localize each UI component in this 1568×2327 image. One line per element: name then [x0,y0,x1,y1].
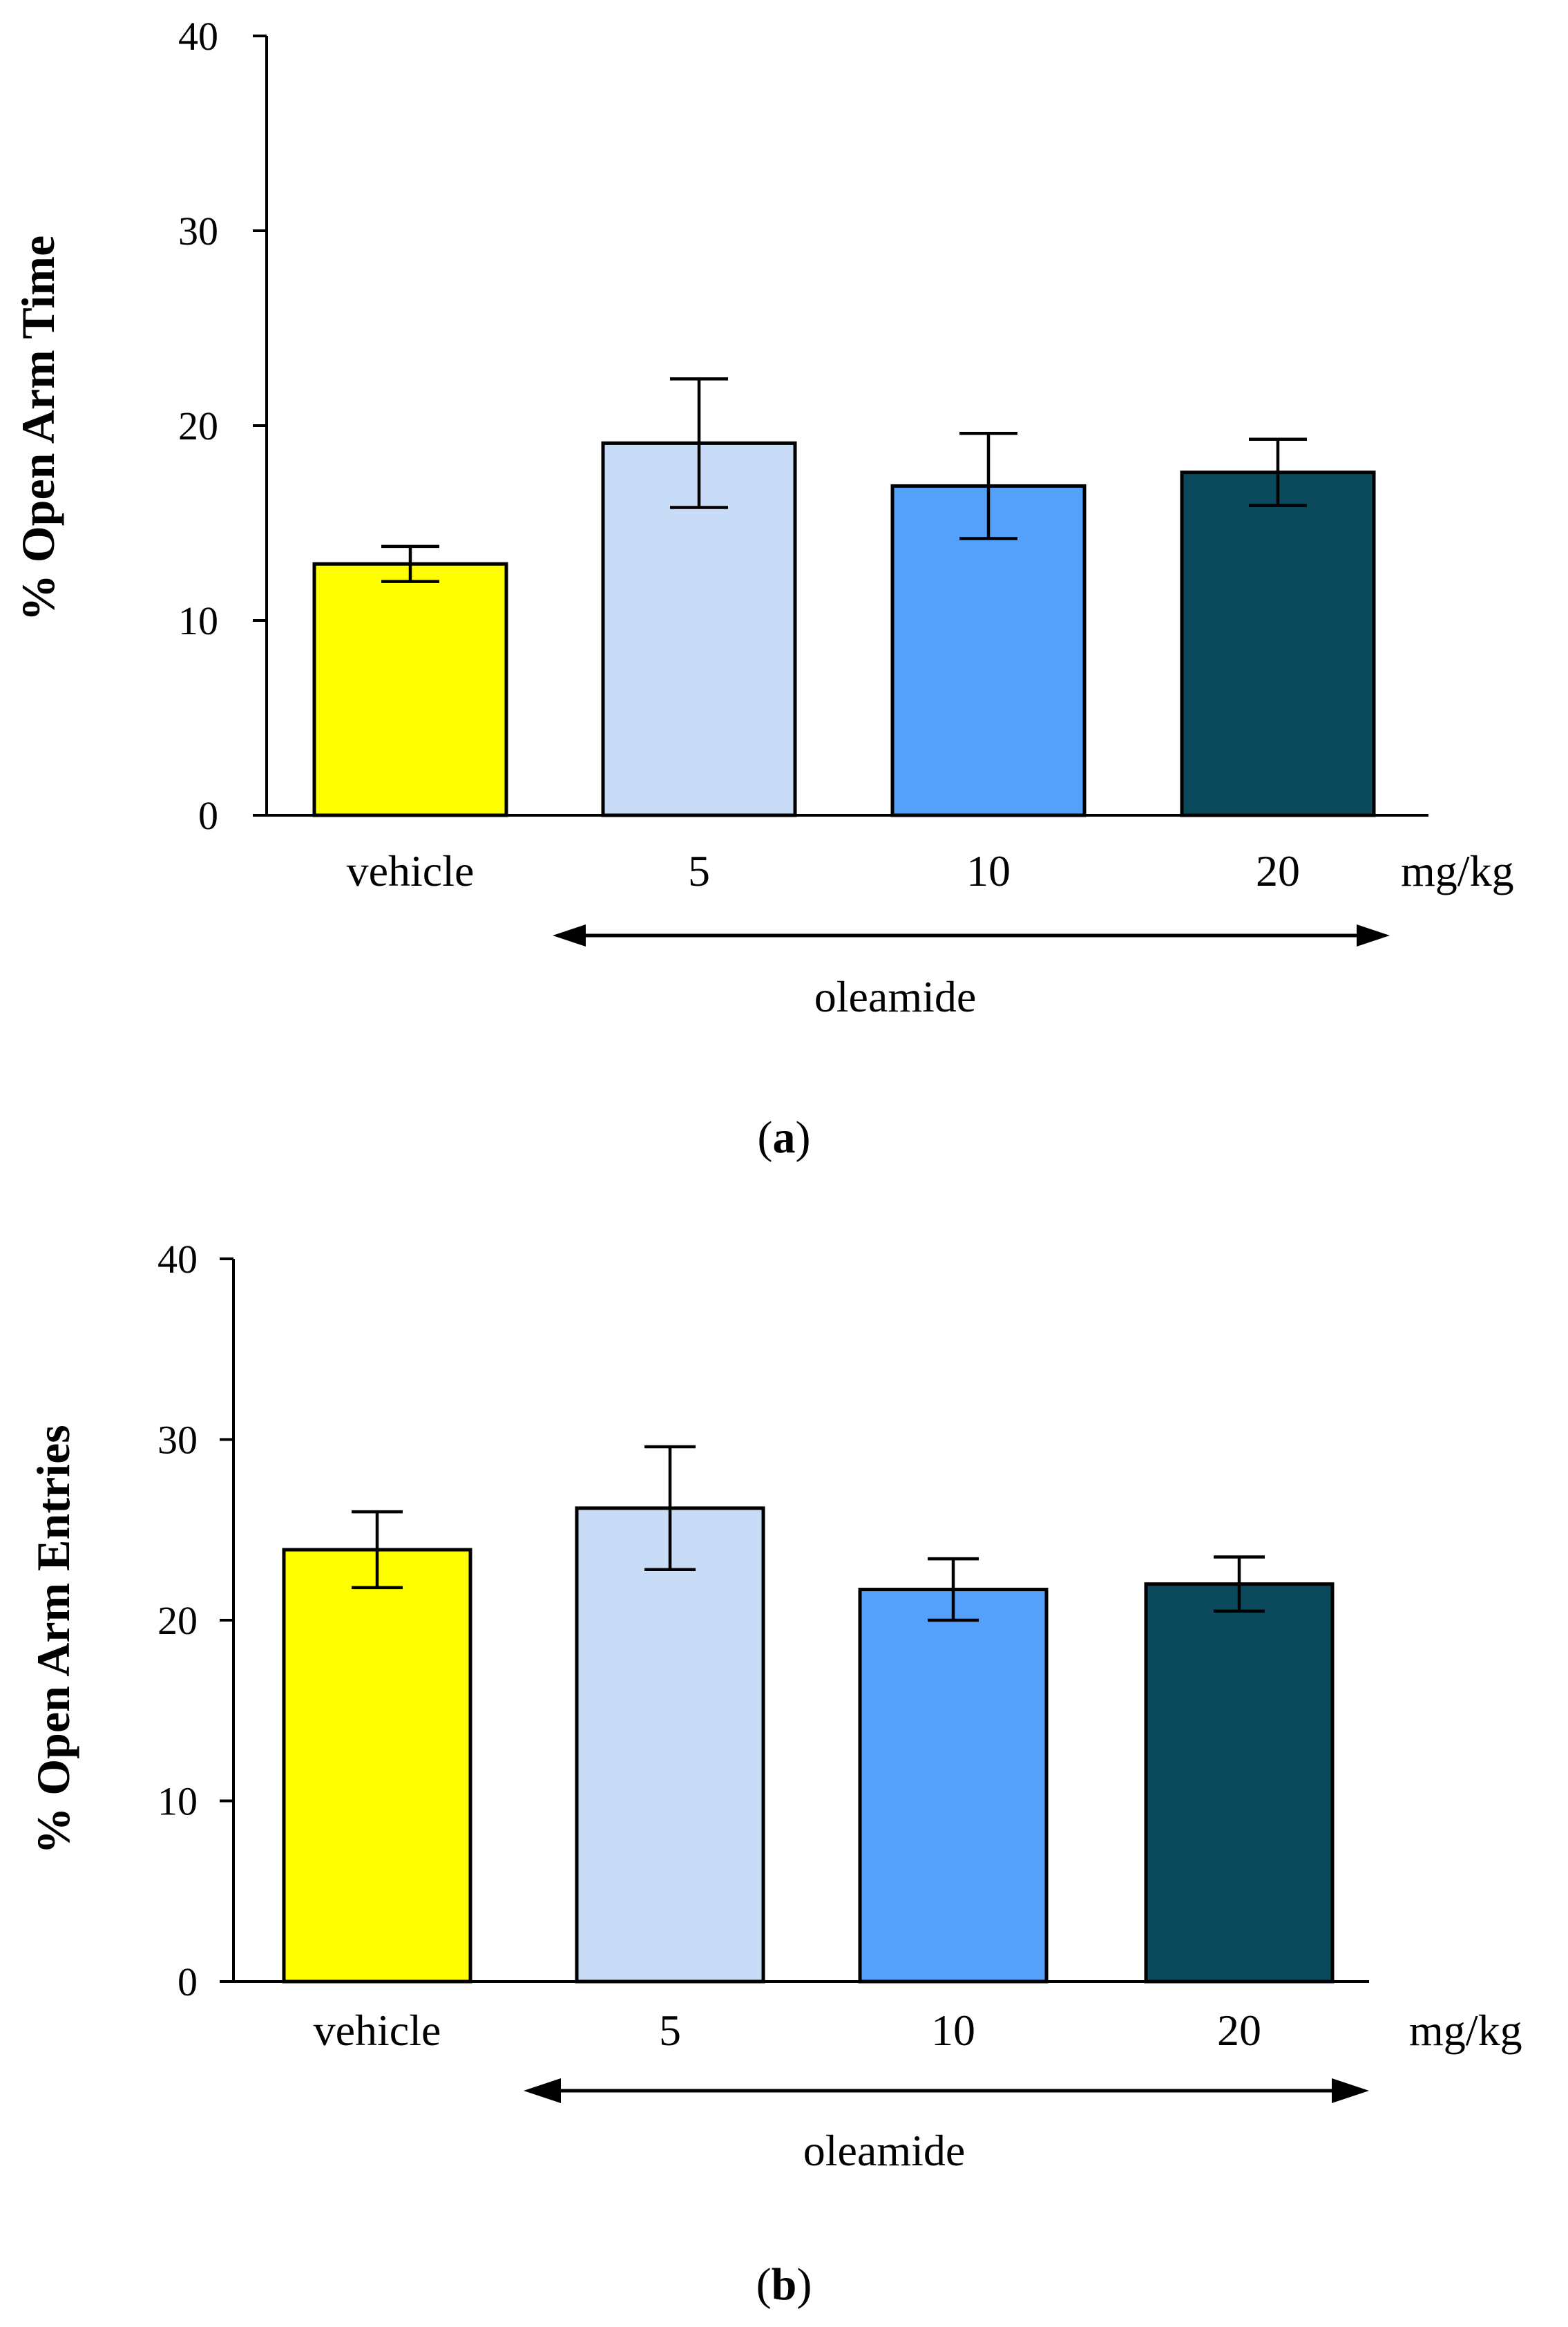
panel-b-bar-10 [858,1588,1049,1984]
panel-b-y-tick-label-40: 40 [157,1237,198,1282]
panel-b-arrow-left-head [524,2078,561,2103]
panel-b-error-bar-vehicle [352,1510,403,1590]
panel-b-y-axis-title: % Open Arm Entries [27,1425,79,1854]
panel-a-y-tick-label-20: 20 [178,403,218,448]
panel-a-error-bar-20 [1249,437,1307,507]
panel-a-error-bar-5 [670,377,728,509]
panel-b-bars [282,1506,1335,1984]
panel-b-error-bar-20 [1214,1555,1265,1613]
panel-a-group-label: oleamide [814,972,977,1021]
panel-b-bar-5 [575,1506,765,1984]
panel-a-y-axis-title: % Open Arm Time [12,236,64,622]
panel-b-error-bars [352,1445,1265,1622]
panel-b-label: (b) [756,2259,812,2310]
panel-b-oleamide-arrow [524,2078,1369,2103]
panel-a-error-bar-vehicle [381,544,439,583]
panel-b-bar-vehicle [282,1548,472,1984]
panel-b-y-tick-label-0: 0 [178,1959,198,2004]
panel-b-error-bar-5 [644,1445,696,1572]
panel-a-label: (a) [758,1112,811,1163]
panel-b-group-label: oleamide [803,2126,966,2175]
panel-a-y-tick-label-0: 0 [198,793,218,838]
panel-a-unit-label: mg/kg [1401,846,1514,895]
panel-b-chart: % Open Arm Entries 0 10 20 30 40 vehicle 5 10 2… [27,1237,1522,2310]
panel-a-y-tick-label-30: 30 [178,209,218,254]
panel-a-bar-vehicle [312,562,508,817]
panel-a-arrow-left-head [553,924,586,947]
panel-b-letter: b [772,2259,797,2310]
panel-a-category-label-5: 5 [688,846,710,895]
panel-a-chart: % Open Arm Time 0 10 20 30 40 vehicle 5 10 20 m… [12,14,1514,1163]
panel-b-category-labels: vehicle 5 10 20 [314,2006,1261,2055]
panel-b-category-label-10: 10 [931,2006,975,2055]
panel-b-category-label-5: 5 [659,2006,681,2055]
panel-a-bars [312,441,1376,817]
panel-a-category-label-vehicle: vehicle [347,846,475,895]
panel-a-bar-20 [1180,471,1376,817]
panel-b-y-tick-label-30: 30 [157,1418,198,1463]
panel-b-bar-20 [1144,1582,1335,1984]
panel-b-error-bar-10 [928,1557,979,1622]
panel-a-y-tick-label-10: 10 [178,598,218,643]
panel-b-arrow-right-head [1332,2078,1369,2103]
panel-b-y-ticks: 0 10 20 30 40 [157,1237,233,2004]
panel-a-y-ticks: 0 10 20 30 40 [178,14,267,838]
panel-b-category-label-vehicle: vehicle [314,2006,441,2055]
panel-b-unit-label: mg/kg [1409,2006,1522,2055]
panel-a-error-bar-10 [959,432,1017,540]
panel-b-category-label-20: 20 [1217,2006,1261,2055]
panel-a-letter: a [773,1112,796,1163]
panel-a-category-label-10: 10 [966,846,1011,895]
panel-a-oleamide-arrow [553,924,1390,947]
panel-a-category-labels: vehicle 5 10 20 [347,846,1300,895]
panel-a-category-label-20: 20 [1256,846,1300,895]
panel-b-y-tick-label-10: 10 [157,1779,198,1824]
panel-a-error-bars [381,377,1307,583]
panel-b-y-tick-label-20: 20 [157,1598,198,1643]
panel-a-arrow-right-head [1357,924,1390,947]
panel-a-y-tick-label-40: 40 [178,14,218,59]
